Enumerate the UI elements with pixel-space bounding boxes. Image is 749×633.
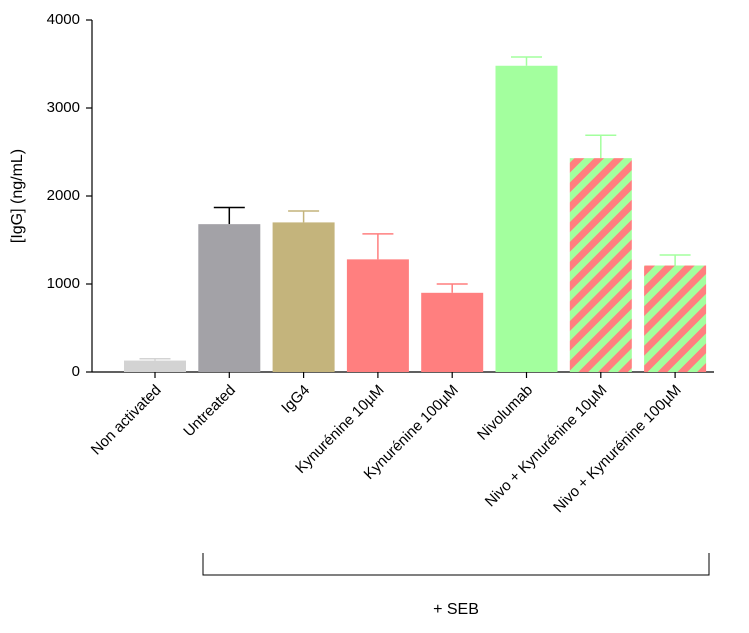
group-label: + SEB: [433, 601, 479, 618]
x-tick-label: IgG4: [278, 382, 313, 417]
y-tick-label: 4000: [47, 11, 80, 28]
x-tick-label: Nivo + Kynurénine 10µM: [482, 382, 611, 511]
bar: [644, 265, 707, 372]
x-tick-label: Non activated: [88, 382, 165, 459]
bar: [198, 224, 261, 372]
bar: [495, 65, 558, 372]
bar: [346, 259, 409, 372]
x-tick-label: Nivo + Kynurénine 100µM: [550, 382, 685, 517]
y-tick-label: 1000: [47, 275, 80, 292]
y-tick-label: 2000: [47, 187, 80, 204]
bar: [124, 360, 186, 372]
bar: [272, 222, 335, 372]
group-bracket: [202, 553, 710, 576]
y-axis-label: [IgG] (ng/mL): [9, 149, 26, 243]
y-tick-label: 0: [72, 363, 80, 380]
bar: [421, 292, 484, 372]
bar: [569, 158, 632, 372]
y-tick-label: 3000: [47, 99, 80, 116]
x-tick-label: Nivolumab: [474, 382, 536, 444]
x-tick-label: Untreated: [180, 382, 239, 441]
